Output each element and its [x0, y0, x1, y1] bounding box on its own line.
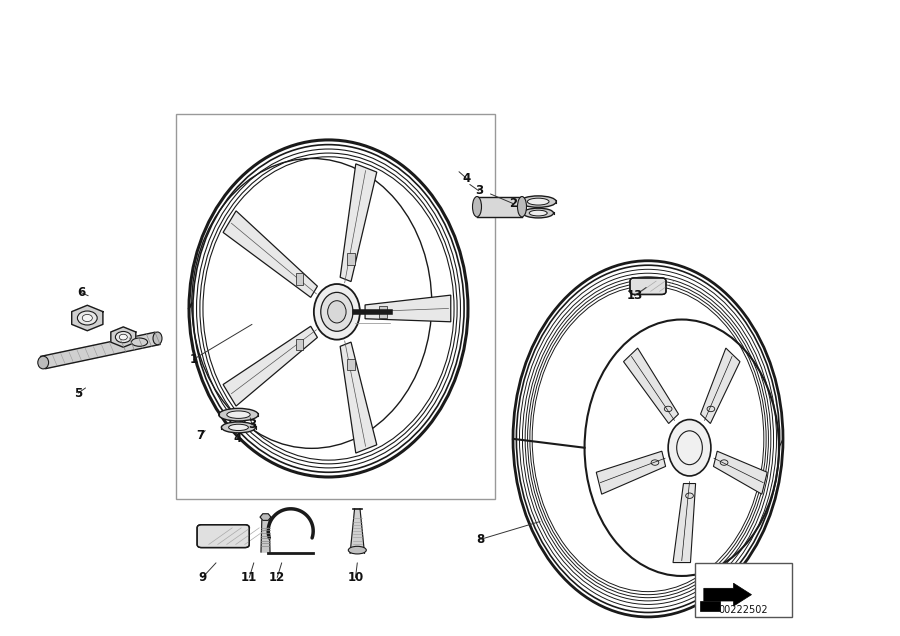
Text: 13: 13 [626, 289, 643, 302]
Circle shape [651, 460, 659, 466]
Ellipse shape [221, 422, 256, 433]
Polygon shape [350, 509, 365, 553]
Circle shape [115, 331, 131, 343]
Polygon shape [260, 514, 271, 520]
Ellipse shape [472, 197, 482, 217]
Polygon shape [111, 327, 136, 347]
Ellipse shape [314, 284, 360, 340]
Bar [176, 114, 495, 499]
Ellipse shape [131, 338, 148, 346]
Polygon shape [597, 451, 666, 494]
Ellipse shape [529, 210, 547, 216]
Text: 6: 6 [76, 286, 86, 299]
Ellipse shape [668, 420, 711, 476]
Text: 3: 3 [474, 184, 483, 197]
Polygon shape [223, 211, 318, 298]
Ellipse shape [348, 546, 366, 554]
Text: 1: 1 [189, 353, 198, 366]
Polygon shape [223, 326, 318, 406]
Polygon shape [72, 305, 103, 331]
Text: 10: 10 [347, 571, 364, 584]
Text: 9: 9 [198, 571, 207, 584]
Polygon shape [365, 295, 451, 322]
FancyBboxPatch shape [630, 278, 666, 294]
Polygon shape [700, 601, 720, 611]
FancyBboxPatch shape [296, 273, 303, 285]
FancyBboxPatch shape [379, 306, 387, 317]
Ellipse shape [328, 301, 346, 323]
Text: 4: 4 [233, 432, 242, 445]
Polygon shape [714, 451, 767, 494]
Polygon shape [704, 583, 752, 606]
Text: 00222502: 00222502 [718, 605, 769, 615]
Polygon shape [340, 164, 377, 282]
Text: 4: 4 [462, 172, 471, 184]
Bar [695, 563, 792, 617]
Polygon shape [700, 348, 740, 424]
Circle shape [120, 335, 127, 340]
FancyBboxPatch shape [197, 525, 249, 548]
Ellipse shape [153, 332, 162, 345]
FancyBboxPatch shape [347, 253, 355, 265]
Ellipse shape [527, 198, 549, 205]
Circle shape [82, 314, 93, 322]
Polygon shape [40, 332, 160, 369]
FancyBboxPatch shape [296, 339, 303, 350]
Circle shape [664, 406, 672, 411]
Polygon shape [261, 517, 270, 552]
Text: 5: 5 [74, 387, 83, 399]
Text: 2: 2 [508, 197, 518, 210]
Circle shape [77, 311, 97, 325]
Polygon shape [340, 342, 377, 453]
Circle shape [686, 493, 693, 499]
Text: 3: 3 [248, 418, 256, 431]
Ellipse shape [320, 293, 353, 331]
Ellipse shape [520, 196, 556, 207]
Polygon shape [624, 348, 679, 424]
Ellipse shape [229, 424, 248, 431]
Ellipse shape [518, 197, 526, 217]
Circle shape [720, 460, 728, 466]
FancyBboxPatch shape [347, 359, 355, 370]
Ellipse shape [219, 408, 258, 421]
Ellipse shape [227, 411, 250, 418]
Text: 12: 12 [269, 571, 285, 584]
Text: 11: 11 [241, 571, 257, 584]
Polygon shape [477, 197, 522, 217]
Ellipse shape [523, 208, 554, 218]
Ellipse shape [38, 356, 49, 369]
Circle shape [707, 406, 715, 411]
Polygon shape [673, 483, 696, 563]
Text: 7: 7 [196, 429, 205, 442]
Text: 8: 8 [476, 533, 485, 546]
